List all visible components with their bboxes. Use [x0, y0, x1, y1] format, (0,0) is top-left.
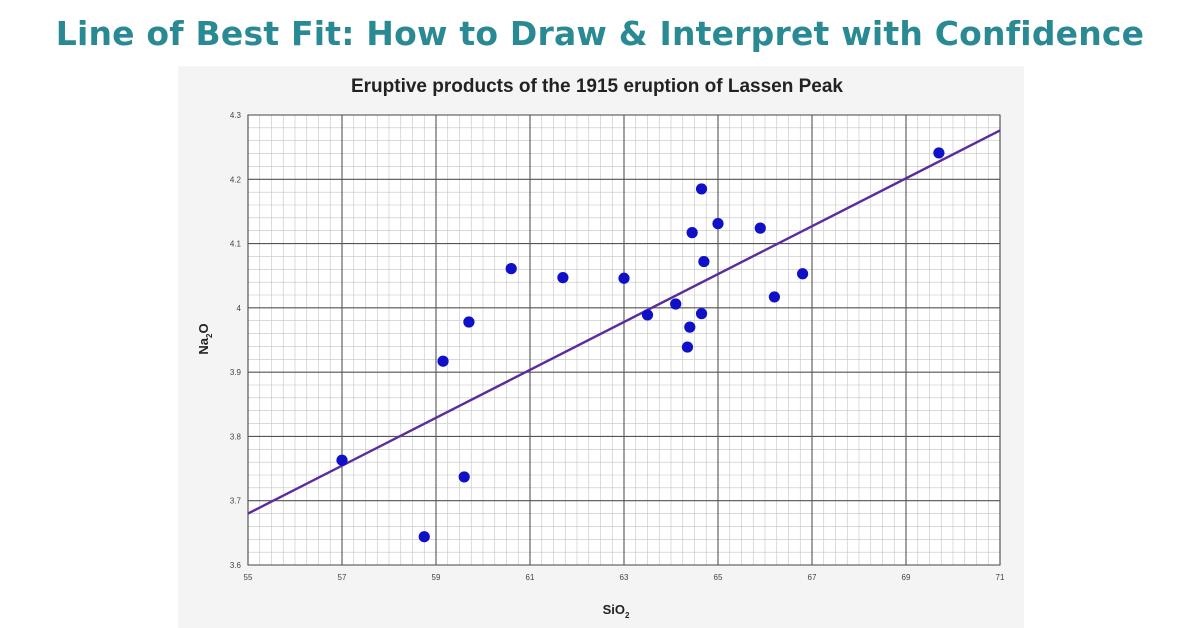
y-tick-label: 3.8 [230, 432, 242, 441]
x-tick-label: 67 [808, 573, 817, 582]
data-point [670, 298, 682, 310]
x-tick-label: 55 [244, 573, 253, 582]
y-tick-label: 4.2 [230, 175, 242, 184]
data-point [557, 272, 569, 284]
data-point [458, 471, 470, 483]
data-point [686, 227, 698, 239]
x-tick-label: 63 [620, 573, 629, 582]
y-tick-label: 3.9 [230, 368, 242, 377]
data-point [641, 309, 654, 321]
x-tick-labels: 55 57 59 61 63 65 67 69 71 [244, 573, 1005, 582]
scatter-chart: Eruptive products of the 1915 eruption o… [178, 66, 1024, 628]
y-tick-label: 3.6 [230, 561, 242, 570]
chart-canvas: Eruptive products of the 1915 eruption o… [196, 76, 1005, 620]
x-axis-label-main: SiO [603, 602, 625, 617]
y-axis-label-subscript: 2 [205, 333, 214, 338]
plot-border [247, 114, 1001, 566]
data-point [768, 291, 781, 303]
data-point [418, 531, 430, 543]
data-point [933, 147, 945, 159]
data-points [336, 147, 945, 543]
x-axis-label: SiO2 [603, 602, 630, 620]
y-tick-label: 4.3 [230, 111, 242, 120]
y-tick-labels: 3.6 3.7 3.8 3.9 4 4.1 4.2 4.3 [230, 111, 242, 570]
data-point [618, 272, 630, 284]
line-of-best-fit [247, 129, 1001, 515]
trendline-layer [247, 129, 1001, 515]
y-tick-label: 3.7 [230, 497, 242, 506]
x-tick-label: 71 [996, 573, 1005, 582]
x-axis-label-subscript: 2 [625, 611, 630, 620]
data-point [754, 222, 766, 234]
data-point [712, 218, 724, 230]
data-point [698, 255, 710, 268]
y-tick-label: 4.1 [230, 240, 242, 249]
page-title: Line of Best Fit: How to Draw & Interpre… [55, 14, 1145, 53]
data-point [463, 316, 475, 328]
y-axis-label-main: Na [196, 337, 211, 354]
data-point [695, 308, 708, 320]
data-point [681, 341, 694, 353]
x-tick-label: 61 [526, 573, 535, 582]
data-point [695, 183, 708, 195]
y-axis-label-tail: O [196, 323, 211, 333]
data-point [684, 321, 696, 333]
x-tick-label: 69 [902, 573, 911, 582]
data-point [336, 454, 348, 466]
data-point [505, 263, 517, 275]
x-tick-label: 57 [338, 573, 347, 582]
chart-title: Eruptive products of the 1915 eruption o… [351, 76, 843, 97]
data-point [437, 355, 449, 367]
y-tick-label: 4 [237, 304, 242, 313]
data-point [797, 268, 809, 280]
x-tick-label: 65 [714, 573, 723, 582]
x-tick-label: 59 [432, 573, 441, 582]
y-axis-label: Na2O [196, 323, 214, 354]
major-gridlines [247, 114, 1001, 566]
